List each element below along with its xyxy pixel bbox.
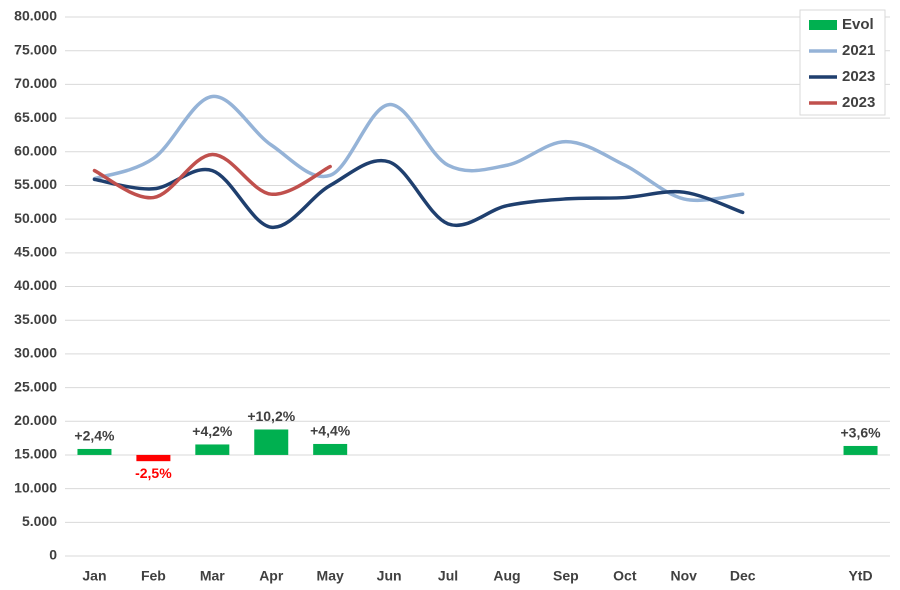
line <box>92 94 745 203</box>
bar <box>136 454 171 462</box>
y-tick-label: 50.000 <box>14 210 57 226</box>
legend-label: 2021 <box>842 42 875 59</box>
bar <box>313 443 348 455</box>
bar <box>77 448 112 455</box>
legend-swatch <box>809 20 837 30</box>
data-label: -2,5% <box>135 465 172 481</box>
y-tick-label: 40.000 <box>14 277 57 293</box>
y-tick-label: 30.000 <box>14 345 57 361</box>
y-tick-label: 10.000 <box>14 479 57 495</box>
line <box>92 152 332 200</box>
x-tick-label: Oct <box>613 568 637 584</box>
legend-label: 2023 <box>842 94 875 111</box>
x-tick-label: Feb <box>141 568 166 584</box>
y-tick-label: 15.000 <box>14 446 57 462</box>
y-tick-label: 45.000 <box>14 244 57 260</box>
y-tick-label: 80.000 <box>14 8 57 24</box>
x-tick-label: May <box>317 568 344 584</box>
legend-label: Evol <box>842 16 874 33</box>
x-tick-label: Jan <box>82 568 106 584</box>
bar <box>843 445 878 455</box>
y-tick-label: 5.000 <box>22 513 57 529</box>
x-tick-label: Apr <box>259 568 284 584</box>
y-tick-label: 60.000 <box>14 142 57 158</box>
y-tick-label: 20.000 <box>14 412 57 428</box>
data-label: +4,2% <box>192 423 233 439</box>
y-tick-label: 0 <box>49 547 57 563</box>
x-tick-label: Dec <box>730 568 756 584</box>
x-tick-label: Nov <box>671 568 698 584</box>
y-tick-label: 75.000 <box>14 41 57 57</box>
x-tick-label: YtD <box>848 568 872 584</box>
line <box>92 158 745 229</box>
data-label: +10,2% <box>247 408 295 424</box>
x-tick-label: Jul <box>438 568 458 584</box>
data-label: +4,4% <box>310 423 351 439</box>
x-tick-label: Jun <box>377 568 402 584</box>
x-tick-label: Sep <box>553 568 579 584</box>
y-tick-label: 25.000 <box>14 378 57 394</box>
y-tick-label: 35.000 <box>14 311 57 327</box>
y-tick-label: 55.000 <box>14 176 57 192</box>
y-tick-label: 70.000 <box>14 75 57 91</box>
data-label: +3,6% <box>840 425 881 441</box>
bar <box>254 429 289 455</box>
legend-label: 2023 <box>842 68 875 85</box>
y-tick-label: 65.000 <box>14 109 57 125</box>
x-tick-label: Mar <box>200 568 225 584</box>
bar <box>195 444 230 455</box>
data-label: +2,4% <box>74 428 115 444</box>
x-tick-label: Aug <box>493 568 520 584</box>
